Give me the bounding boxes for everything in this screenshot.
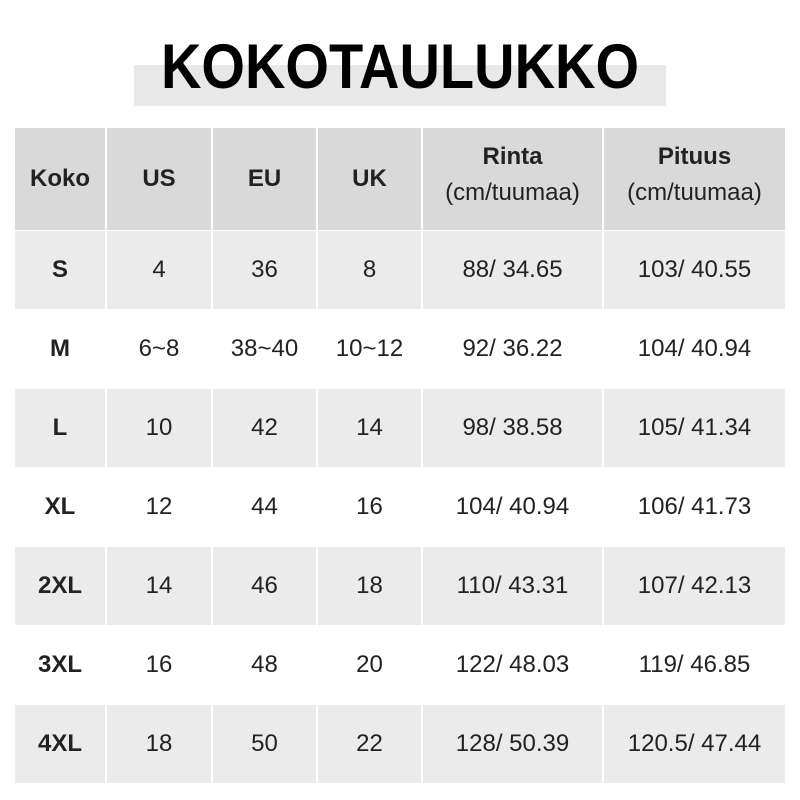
table-cell: 106/ 41.73 (604, 468, 785, 547)
table-cell: 98/ 38.58 (423, 389, 604, 468)
table-cell: 20 (318, 626, 423, 705)
table-cell: 105/ 41.34 (604, 389, 785, 468)
size-label-cell: 4XL (15, 705, 107, 784)
table-cell: 18 (107, 705, 213, 784)
table-cell: 103/ 40.55 (604, 231, 785, 310)
size-label-cell: 2XL (15, 547, 107, 626)
header-cell: Pituus (cm/tuumaa) (604, 128, 785, 231)
table-cell: 42 (213, 389, 318, 468)
header-cell: EU (213, 128, 318, 231)
table-cell: 46 (213, 547, 318, 626)
header-cell: Rinta (cm/tuumaa) (423, 128, 604, 231)
table-cell: 14 (107, 547, 213, 626)
size-label-cell: 3XL (15, 626, 107, 705)
table-cell: 22 (318, 705, 423, 784)
table-cell: 38~40 (213, 310, 318, 389)
header-label: US (142, 165, 176, 192)
size-table: Koko US EU UK Rinta (cm/tuumaa) Pituus (cm… (15, 128, 785, 784)
table-cell: 104/ 40.94 (604, 310, 785, 389)
table-cell: 110/ 43.31 (423, 547, 604, 626)
table-cell: 107/ 42.13 (604, 547, 785, 626)
table-cell: 119/ 46.85 (604, 626, 785, 705)
table-cell: 14 (318, 389, 423, 468)
page-title: KOKOTAULUKKO (160, 31, 640, 102)
header-label: Pituus (657, 143, 732, 170)
table-cell: 120.5/ 47.44 (604, 705, 785, 784)
table-cell: 10 (107, 389, 213, 468)
size-label-cell: L (15, 389, 107, 468)
table-cell: 88/ 34.65 (423, 231, 604, 310)
table-cell: 4 (107, 231, 213, 310)
title-highlight (134, 65, 666, 106)
size-label-cell: S (15, 231, 107, 310)
table-cell: 50 (213, 705, 318, 784)
table-cell: 16 (107, 626, 213, 705)
header-cell: UK (318, 128, 423, 231)
table-cell: 10~12 (318, 310, 423, 389)
header-label: Rinta (482, 143, 543, 170)
table-cell: 128/ 50.39 (423, 705, 604, 784)
header-label: EU (247, 165, 282, 192)
table-cell: 16 (318, 468, 423, 547)
header-label: UK (352, 165, 387, 192)
header-cell: Koko (15, 128, 107, 231)
table-cell: 92/ 36.22 (423, 310, 604, 389)
size-label-cell: M (15, 310, 107, 389)
table-cell: 8 (318, 231, 423, 310)
table-cell: 122/ 48.03 (423, 626, 604, 705)
table-cell: 18 (318, 547, 423, 626)
header-unit: (cm/tuumaa) (445, 179, 580, 206)
table-cell: 36 (213, 231, 318, 310)
header-cell: US (107, 128, 213, 231)
table-cell: 48 (213, 626, 318, 705)
table-cell: 12 (107, 468, 213, 547)
size-label-cell: XL (15, 468, 107, 547)
header-unit: (cm/tuumaa) (627, 179, 762, 206)
table-cell: 44 (213, 468, 318, 547)
header-label: Koko (30, 165, 90, 192)
table-cell: 104/ 40.94 (423, 468, 604, 547)
table-cell: 6~8 (107, 310, 213, 389)
